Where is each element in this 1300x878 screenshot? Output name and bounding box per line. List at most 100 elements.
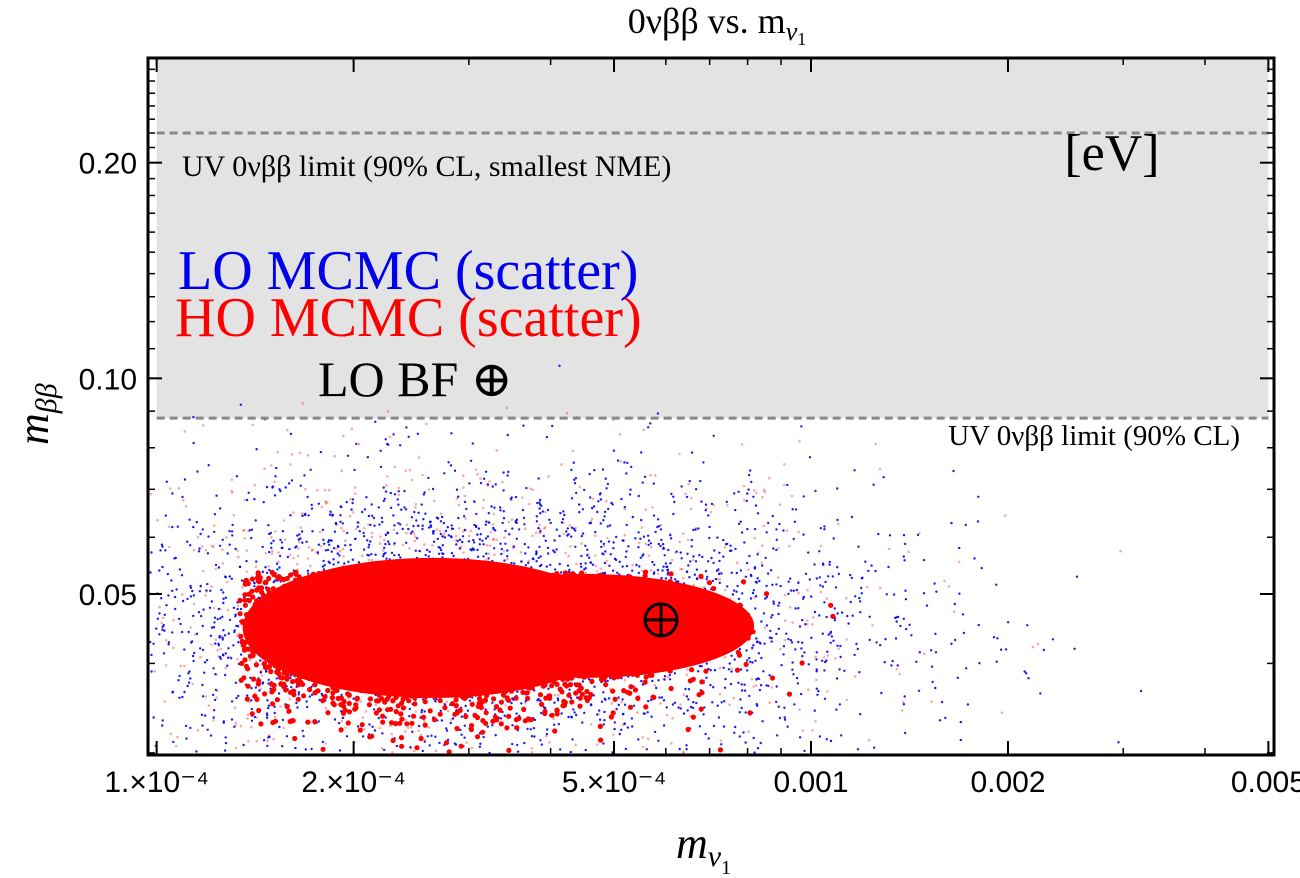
scatter-point (333, 454, 336, 458)
scatter-point (213, 530, 216, 534)
scatter-point (868, 638, 871, 642)
scatter-point (305, 719, 311, 725)
scatter-point (935, 590, 938, 593)
scatter-point (460, 715, 464, 718)
scatter-point (403, 730, 407, 733)
scatter-point (860, 586, 863, 590)
scatter-point (235, 624, 238, 628)
scatter-point (295, 545, 298, 548)
scatter-point (572, 527, 576, 530)
scatter-point (705, 578, 708, 581)
scatter-point (787, 592, 790, 596)
scatter-point (225, 536, 228, 539)
scatter-point (219, 617, 222, 620)
scatter-point (358, 530, 361, 533)
scatter-point (192, 602, 196, 606)
scatter-point (574, 545, 577, 548)
scatter-point (424, 553, 427, 557)
scatter-point (224, 576, 227, 579)
scatter-point (421, 527, 424, 531)
scatter-point (787, 637, 790, 641)
scatter-point (737, 597, 741, 601)
scatter-point (740, 689, 744, 692)
scatter-point (276, 568, 279, 571)
scatter-point (343, 562, 346, 565)
scatter-point (262, 501, 265, 504)
scatter-point (311, 530, 314, 533)
scatter-point (739, 668, 743, 671)
scatter-point (184, 505, 188, 508)
scatter-point (253, 582, 256, 585)
scatter-point (704, 732, 707, 736)
scatter-point (892, 593, 896, 596)
scatter-point (964, 523, 967, 527)
scatter-point (828, 560, 831, 564)
scatter-point (668, 678, 672, 681)
scatter-point (150, 551, 153, 554)
scatter-point (511, 697, 514, 700)
scatter-point (688, 479, 691, 483)
scatter-point (818, 614, 821, 617)
scatter-point (750, 480, 753, 484)
scatter-point (481, 506, 485, 510)
scatter-point (752, 736, 755, 740)
scatter-point (699, 479, 702, 483)
scatter-point (722, 725, 726, 728)
scatter-point (706, 575, 709, 578)
scatter-point (503, 714, 506, 717)
scatter-point (411, 530, 414, 533)
scatter-point (822, 563, 825, 566)
scatter-point (818, 576, 821, 579)
scatter-point (324, 501, 328, 505)
scatter-point (663, 678, 666, 681)
scatter-point (230, 700, 234, 703)
scatter-point (487, 557, 490, 560)
scatter-point (915, 660, 918, 663)
scatter-point (917, 689, 921, 692)
scatter-point (149, 640, 152, 644)
scatter-point (387, 540, 390, 543)
scatter-point (272, 539, 275, 542)
scatter-point (289, 432, 293, 436)
scatter-point (837, 572, 840, 576)
scatter-point (198, 590, 202, 593)
scatter-point (267, 678, 270, 681)
scatter-point (845, 638, 848, 641)
scatter-point (485, 520, 488, 523)
scatter-point (374, 553, 377, 556)
scatter-point (201, 724, 204, 727)
scatter-point (260, 674, 264, 678)
scatter-point (404, 718, 407, 722)
scatter-point (289, 514, 292, 517)
scatter-point (544, 539, 547, 542)
scatter-point (243, 537, 246, 540)
scatter-point (415, 519, 418, 522)
scatter-point (743, 689, 747, 692)
scatter-point (601, 468, 605, 471)
scatter-point (566, 564, 570, 567)
scatter-point (201, 683, 204, 687)
scatter-point (471, 442, 474, 445)
scatter-point (649, 422, 652, 425)
scatter-point (502, 489, 505, 492)
scatter-point (230, 478, 234, 481)
scatter-point (653, 563, 656, 566)
scatter-point (397, 486, 401, 490)
scatter-point (374, 420, 377, 423)
scatter-point (264, 566, 267, 569)
scatter-point (522, 516, 526, 520)
scatter-point (291, 511, 295, 514)
scatter-point (530, 751, 534, 754)
scatter-point (158, 633, 161, 636)
scatter-point (664, 577, 668, 580)
scatter-point (250, 725, 253, 729)
scatter-point (253, 483, 257, 487)
scatter-point (789, 589, 793, 592)
scatter-point (239, 403, 242, 406)
scatter-point (598, 718, 602, 721)
scatter-point (369, 523, 372, 527)
scatter-point (187, 672, 190, 675)
scatter-point (808, 456, 812, 459)
scatter-point (560, 521, 564, 524)
scatter-point (395, 744, 399, 748)
